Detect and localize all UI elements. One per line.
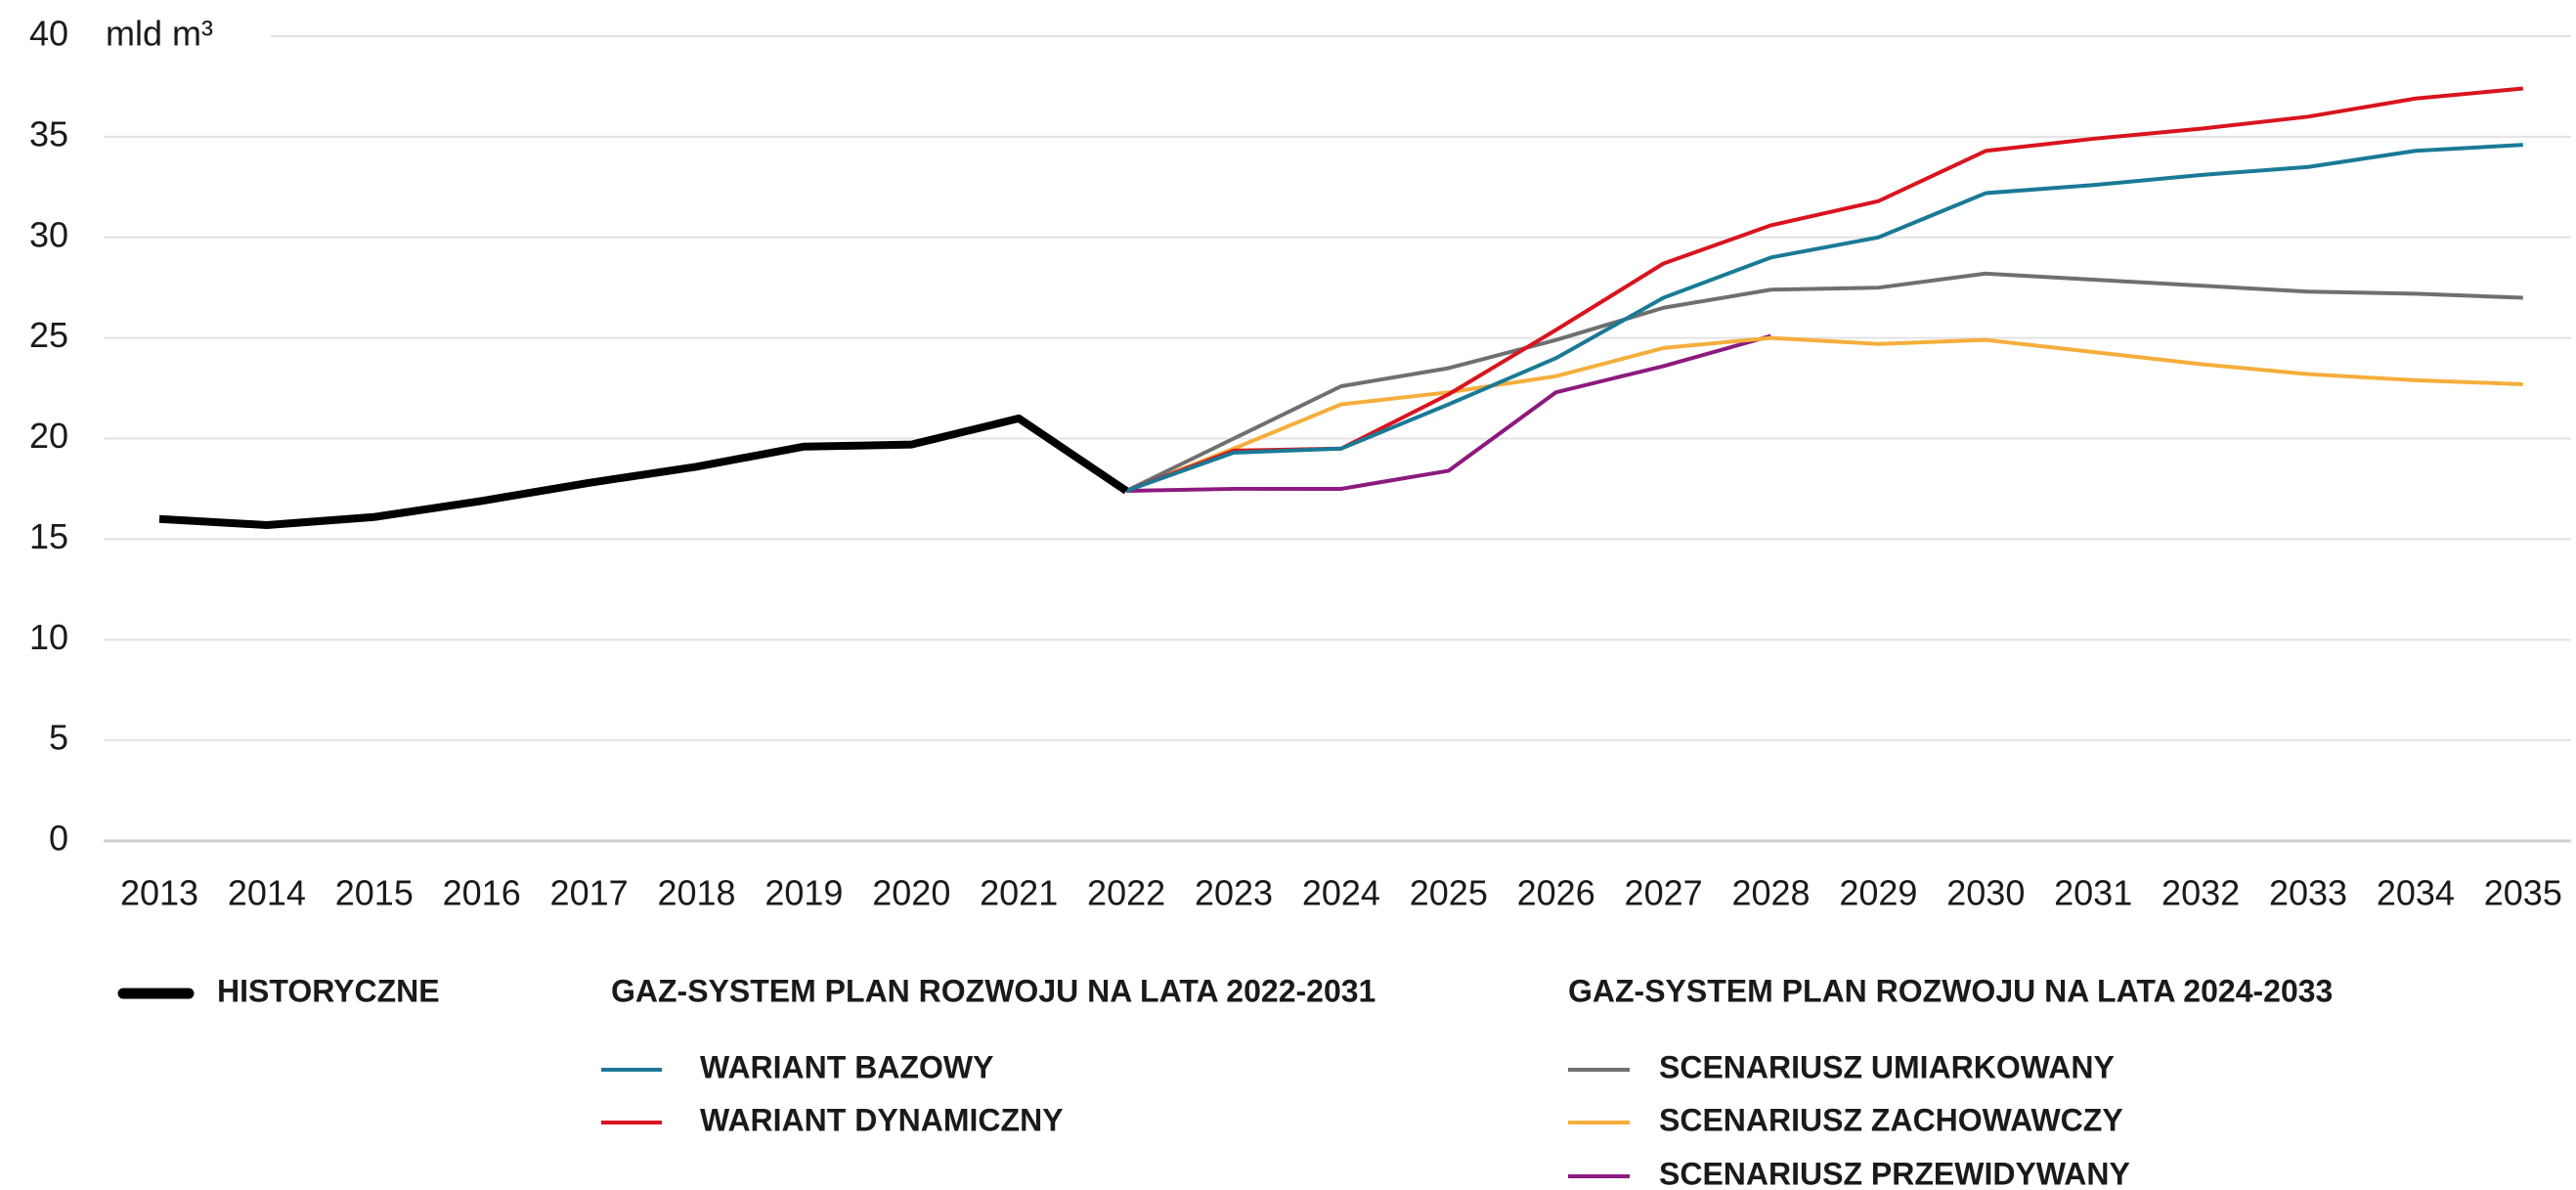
x-tick-label: 2018: [657, 873, 735, 913]
series-line: [1126, 333, 1772, 493]
x-tick-label: 2027: [1625, 873, 1703, 913]
x-tick-label: 2017: [550, 873, 629, 913]
series-line: [158, 414, 1129, 529]
x-tick-label: 2023: [1195, 873, 1273, 913]
series-line: [1125, 271, 2523, 493]
y-tick-label: 10: [29, 617, 68, 657]
x-tick-label: 2034: [2377, 873, 2455, 913]
x-tick-label: 2021: [980, 873, 1058, 913]
y-tick-label: 30: [29, 214, 68, 254]
y-unit-label: mld m³: [106, 14, 213, 54]
legend-label: SCENARIUSZ ZACHOWAWCZY: [1659, 1102, 2123, 1137]
x-tick-label: 2013: [120, 873, 198, 913]
legend-label: SCENARIUSZ PRZEWIDYWANY: [1659, 1156, 2130, 1190]
x-tick-label: 2015: [335, 873, 414, 913]
y-tick-label: 5: [49, 718, 68, 758]
x-tick-label: 2020: [872, 873, 950, 913]
x-tick-label: 2016: [443, 873, 521, 913]
x-tick-label: 2019: [764, 873, 843, 913]
x-tick-label: 2024: [1302, 873, 1380, 913]
y-tick-label: 0: [49, 818, 68, 859]
x-tick-label: 2030: [1946, 873, 2025, 913]
y-tick-label: 40: [29, 14, 68, 54]
x-tick-label: 2033: [2269, 873, 2347, 913]
x-tick-label: 2014: [228, 873, 306, 913]
x-tick-label: 2025: [1410, 873, 1488, 913]
x-tick-label: 2022: [1087, 873, 1165, 913]
x-tick-label: 2031: [2054, 873, 2132, 913]
legend-label: SCENARIUSZ UMIARKOWANY: [1659, 1049, 2115, 1084]
y-tick-label: 15: [29, 516, 68, 556]
legend-label: WARIANT DYNAMICZNY: [700, 1102, 1064, 1137]
y-tick-label: 25: [29, 315, 68, 355]
x-tick-label: 2028: [1731, 873, 1810, 913]
legend-heading: GAZ-SYSTEM PLAN ROZWOJU NA LATA 2024-203…: [1568, 973, 2333, 1008]
x-tick-label: 2029: [1839, 873, 1917, 913]
legend-heading: GAZ-SYSTEM PLAN ROZWOJU NA LATA 2022-203…: [611, 973, 1375, 1008]
x-tick-label: 2035: [2484, 873, 2562, 913]
legend-label: HISTORYCZNE: [217, 973, 440, 1008]
y-tick-label: 35: [29, 113, 68, 154]
y-tick-label: 20: [29, 416, 68, 456]
x-tick-label: 2032: [2161, 873, 2240, 913]
series-line: [1125, 335, 2523, 493]
x-tick-label: 2026: [1517, 873, 1595, 913]
legend-label: WARIANT BAZOWY: [700, 1049, 993, 1084]
series-line: [1125, 143, 2523, 493]
